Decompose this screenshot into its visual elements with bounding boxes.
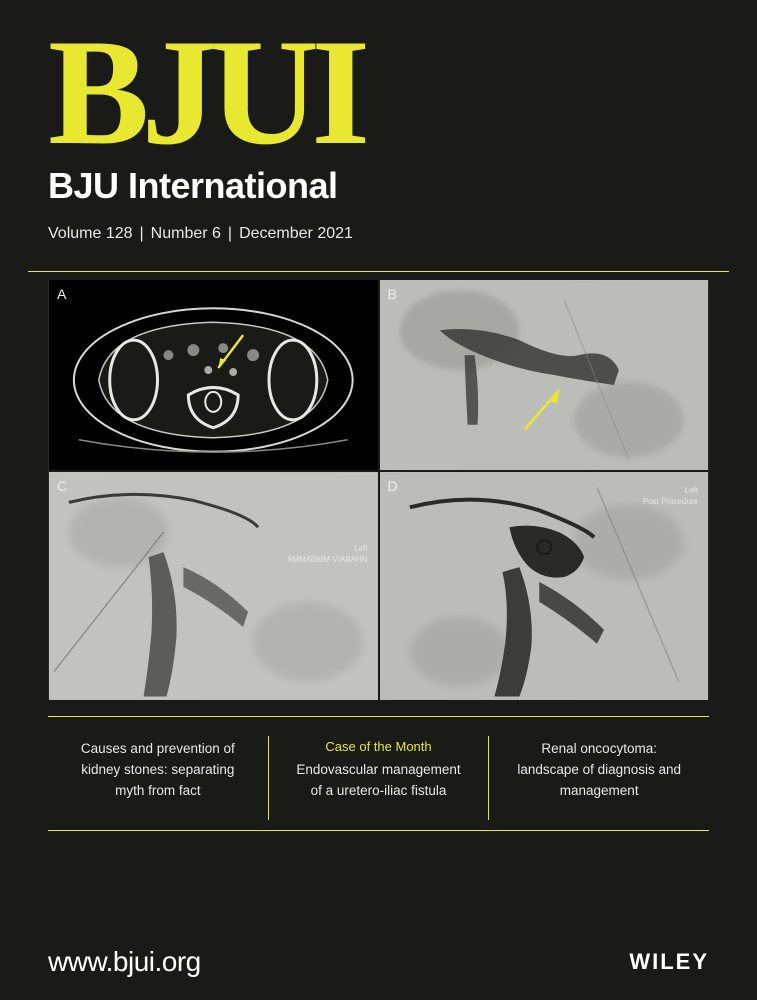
volume: Volume 128 xyxy=(48,225,133,242)
article-center: Case of the Month Endovascular managemen… xyxy=(269,725,489,822)
figure-panel-c: C Left 9MM/50MM VIABAHN xyxy=(49,472,378,700)
angiogram-image xyxy=(49,472,378,700)
separator: | xyxy=(228,225,232,242)
footer: www.bjui.org WILEY xyxy=(48,946,709,978)
panel-label: A xyxy=(57,286,66,302)
issue-date: December 2021 xyxy=(239,225,353,242)
top-rule xyxy=(28,271,729,272)
ct-scan-image xyxy=(49,280,378,470)
journal-url: www.bjui.org xyxy=(48,946,201,978)
issue-info: Volume 128 | Number 6 | December 2021 xyxy=(48,225,709,243)
figure-panel-d: D Left Post Procedure xyxy=(380,472,709,700)
figure-panel-a: A xyxy=(49,280,378,470)
panel-caption: Left 9MM/50MM VIABAHN xyxy=(288,544,368,565)
panel-caption: Left Post Procedure xyxy=(643,486,698,507)
publisher-logo: WILEY xyxy=(629,949,709,975)
masthead: BJUI BJU International Volume 128 | Number… xyxy=(0,0,757,243)
panel-label: D xyxy=(388,478,398,494)
article-text: Endovascular management of a uretero-ili… xyxy=(291,760,467,802)
article-highlights: Causes and prevention of kidney stones: … xyxy=(48,716,709,831)
article-text: Causes and prevention of kidney stones: … xyxy=(70,739,246,802)
journal-abbrev: BJUI xyxy=(48,28,709,157)
cover-figure: A B xyxy=(48,280,709,700)
article-left: Causes and prevention of kidney stones: … xyxy=(48,725,268,822)
article-highlight-label: Case of the Month xyxy=(291,739,467,754)
panel-label: C xyxy=(57,478,67,494)
article-text: Renal oncocytoma: landscape of diagnosis… xyxy=(511,739,687,802)
figure-panel-b: B xyxy=(380,280,709,470)
issue-number: Number 6 xyxy=(151,225,221,242)
article-right: Renal oncocytoma: landscape of diagnosis… xyxy=(489,725,709,822)
panel-label: B xyxy=(388,286,397,302)
angiogram-image xyxy=(380,280,709,470)
separator: | xyxy=(140,225,144,242)
journal-full-name: BJU International xyxy=(48,165,709,207)
